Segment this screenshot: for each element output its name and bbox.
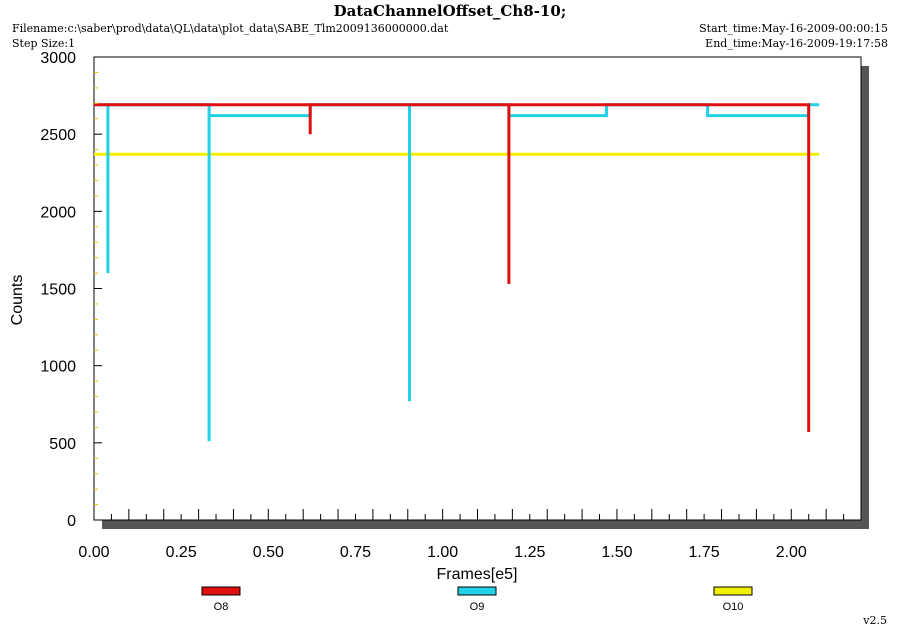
- x-tick-label: 0.75: [340, 544, 371, 561]
- legend-swatch-o9: [457, 586, 497, 596]
- x-tick-label: 1.75: [689, 544, 720, 561]
- plot-lines: [94, 103, 820, 442]
- y-tick-label: 3000: [40, 50, 76, 67]
- x-tick-label: 0.25: [166, 544, 197, 561]
- x-tick-label: 1.25: [514, 544, 545, 561]
- chart-title: DataChannelOffset_Ch8-10;: [333, 2, 567, 20]
- x-tick-label: 1.00: [427, 544, 458, 561]
- end-time-label: End_time:May-16-2009-19:17:58: [705, 37, 888, 50]
- y-tick-label: 1500: [40, 282, 76, 299]
- series-line-o8: [94, 103, 811, 432]
- legend-label-o8: O8: [214, 601, 229, 613]
- legend: O8 O9 O10: [201, 586, 753, 613]
- x-tick-label: 0.00: [78, 544, 109, 561]
- y-tick-label: 0: [67, 513, 76, 530]
- plot-area: [93, 56, 862, 521]
- filename-label: Filename:c:\saber\prod\data\QL\data\plot…: [12, 22, 449, 35]
- x-tick-label: 1.50: [601, 544, 632, 561]
- start-time-label: Start_time:May-16-2009-00:00:15: [699, 22, 888, 35]
- x-tick-label: 0.50: [253, 544, 284, 561]
- legend-label-o9: O9: [470, 601, 485, 613]
- y-tick-label: 2500: [40, 127, 76, 144]
- legend-swatch-o8: [201, 586, 241, 596]
- legend-label-o10: O10: [723, 601, 744, 613]
- legend-swatch-o10: [713, 586, 753, 596]
- y-axis-label: Counts: [9, 275, 26, 326]
- step-size-label: Step Size:1: [12, 37, 76, 50]
- y-tick-label: 1000: [40, 359, 76, 376]
- y-tick-label: 2000: [40, 204, 76, 221]
- version-label: v2.5: [863, 614, 887, 627]
- axis-ticks: [93, 56, 862, 521]
- x-tick-label: 2.00: [776, 544, 807, 561]
- y-tick-label: 500: [49, 436, 76, 453]
- x-axis-label: Frames[e5]: [437, 566, 518, 583]
- axis-tick-labels: 0.00 0.25 0.50 0.75 1.00 1.25 1.50 1.75 2.00 0 500…: [40, 50, 807, 561]
